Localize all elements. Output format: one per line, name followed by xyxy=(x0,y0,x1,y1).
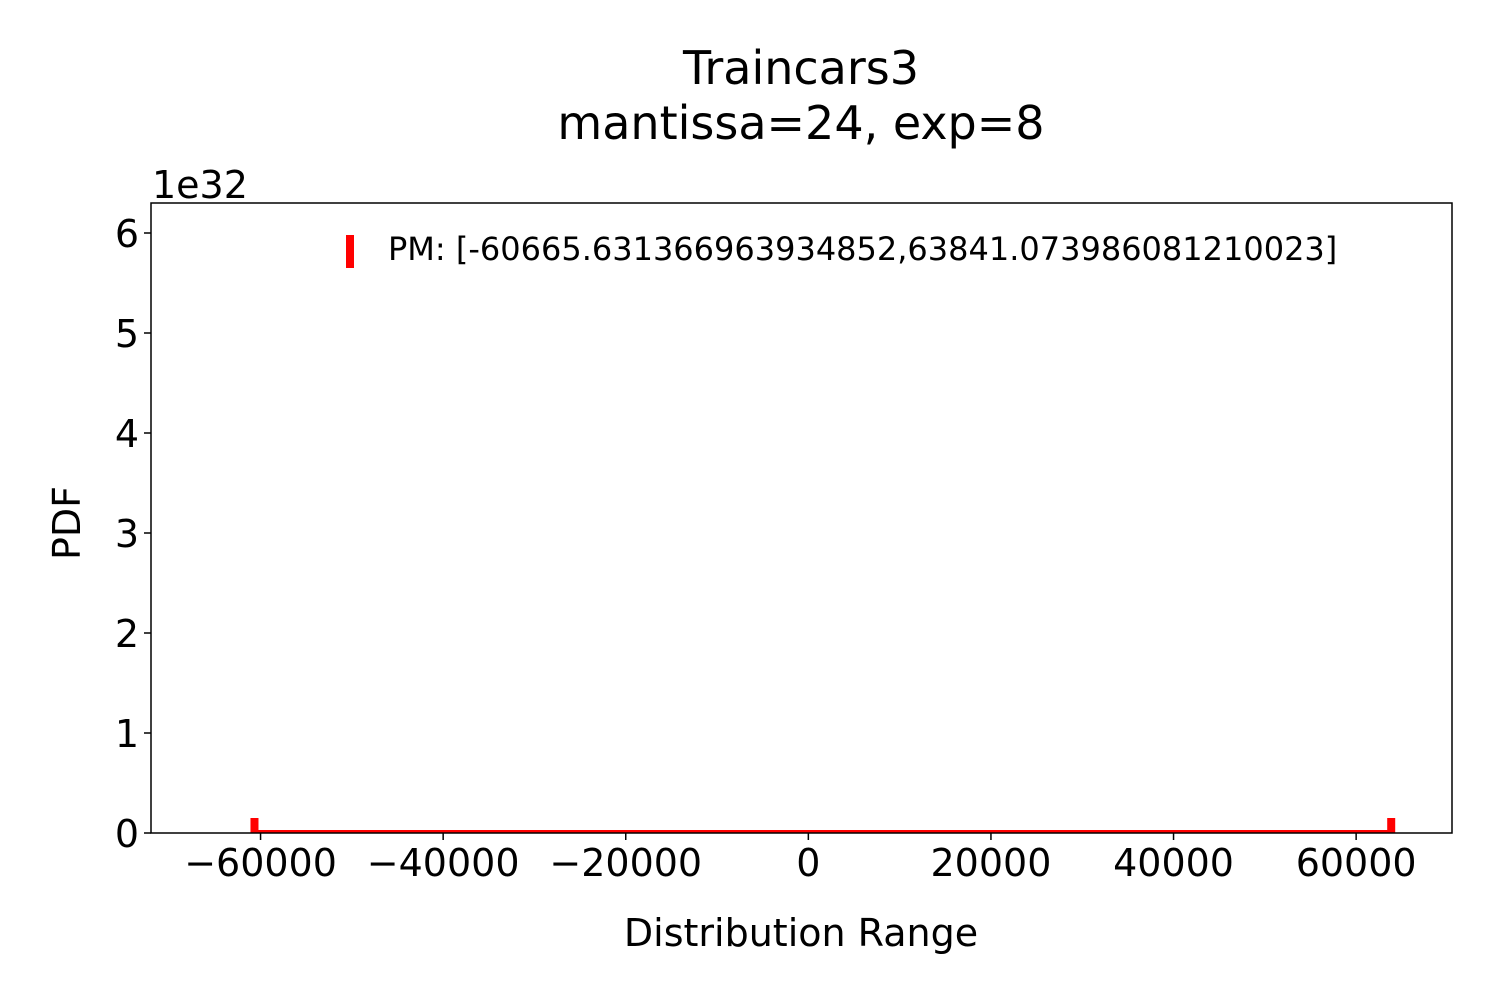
chart-title: Traincars3 xyxy=(682,41,919,95)
y-axis-ticks: 0 1 2 3 4 5 6 xyxy=(115,212,151,856)
y-tick-label: 4 xyxy=(115,412,139,456)
y-tick-label: 2 xyxy=(115,612,139,656)
x-axis-label: Distribution Range xyxy=(624,911,978,955)
x-tick-label: −20000 xyxy=(549,841,702,885)
x-axis-ticks: −60000 −40000 −20000 0 20000 40000 60000 xyxy=(184,833,1417,885)
y-tick-label: 0 xyxy=(115,812,139,856)
y-tick-label: 3 xyxy=(115,512,139,556)
pdf-bar xyxy=(256,830,265,833)
plot-marks xyxy=(250,818,1396,833)
pdf-bar-body xyxy=(254,830,1392,833)
legend: PM: [-60665.631366963934852,63841.073986… xyxy=(346,230,1337,268)
y-offset-label: 1e32 xyxy=(152,163,248,207)
y-axis-label: PDF xyxy=(45,486,89,560)
x-tick-label: −60000 xyxy=(184,841,337,885)
y-tick-label: 5 xyxy=(115,312,139,356)
plot-frame xyxy=(150,202,1453,834)
y-tick-label: 6 xyxy=(115,212,139,256)
chart-subtitle: mantissa=24, exp=8 xyxy=(557,96,1044,150)
pdf-bar xyxy=(804,830,813,833)
x-tick-label: −40000 xyxy=(367,841,520,885)
x-tick-label: 40000 xyxy=(1113,841,1234,885)
x-tick-label: 20000 xyxy=(930,841,1051,885)
pdf-bar xyxy=(250,818,259,833)
legend-label: PM: [-60665.631366963934852,63841.073986… xyxy=(388,230,1337,268)
pdf-bar xyxy=(1379,830,1388,833)
x-tick-label: 60000 xyxy=(1296,841,1417,885)
x-tick-label: 0 xyxy=(796,841,820,885)
pdf-bar xyxy=(1387,818,1396,833)
legend-swatch xyxy=(346,235,354,268)
y-tick-label: 1 xyxy=(115,712,139,756)
